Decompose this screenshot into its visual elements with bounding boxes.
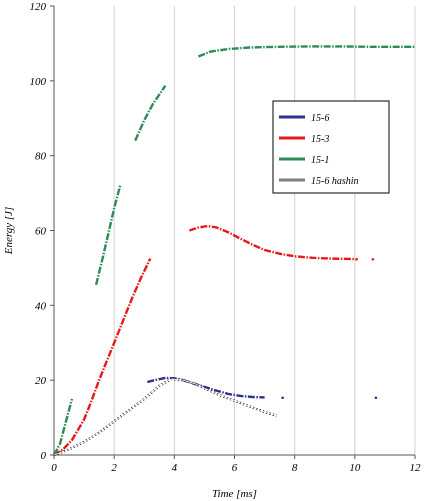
- x-axis-label: Time [ms]: [212, 488, 257, 500]
- legend-label-1: 15-3: [311, 134, 329, 145]
- series-1: [53, 224, 375, 457]
- legend-item-0: 15-6: [279, 113, 329, 124]
- legend-item-3: 15-6 hashin: [279, 176, 359, 187]
- x-axis-ticks: 0 2 4 6 8 10 12: [51, 455, 421, 474]
- x-tick-label-4: 4: [172, 462, 178, 474]
- series-2-line-3: [197, 45, 415, 58]
- series-1-point-2: [371, 258, 375, 261]
- y-tick-label-100: 100: [30, 76, 47, 88]
- y-tick-label-80: 80: [35, 151, 47, 163]
- series-3-line-0: [53, 377, 277, 457]
- series-0-point-1: [281, 396, 284, 400]
- y-axis-ticks: 0 20 40 60 80 100 120: [30, 1, 54, 462]
- legend-item-2: 15-1: [279, 155, 329, 166]
- legend-label-2: 15-1: [311, 155, 329, 166]
- y-tick-label-40: 40: [35, 300, 47, 312]
- legend: 15-6 15-3 15-1 15-6 hashin: [272, 100, 390, 194]
- x-tick-label-6: 6: [232, 462, 238, 474]
- legend-label-0: 15-6: [311, 113, 329, 124]
- series-2: [52, 45, 415, 456]
- x-tick-label-8: 8: [292, 462, 298, 474]
- x-tick-label-12: 12: [410, 462, 422, 474]
- series-1-line-1: [189, 224, 358, 261]
- y-tick-label-120: 120: [30, 1, 47, 13]
- legend-label-3: 15-6 hashin: [311, 176, 359, 187]
- x-tick-label-0: 0: [51, 462, 57, 474]
- y-tick-label-20: 20: [35, 375, 47, 387]
- series-2-line-2: [134, 85, 167, 142]
- y-tick-label-60: 60: [35, 226, 47, 238]
- legend-item-1: 15-3: [279, 134, 329, 145]
- series-3: [53, 377, 277, 457]
- x-tick-label-2: 2: [111, 462, 117, 474]
- series-1-line-0: [53, 258, 152, 457]
- y-axis-label: Energy [J]: [3, 207, 15, 256]
- grid: [113, 6, 416, 455]
- x-tick-label-10: 10: [349, 462, 361, 474]
- series-3-line-inner-0: [53, 378, 277, 456]
- series-layer: [52, 45, 415, 457]
- series-2-line-0: [52, 398, 74, 456]
- y-tick-label-0: 0: [41, 450, 47, 462]
- series-2-line-1: [94, 185, 122, 286]
- series-0-point-2: [374, 396, 378, 400]
